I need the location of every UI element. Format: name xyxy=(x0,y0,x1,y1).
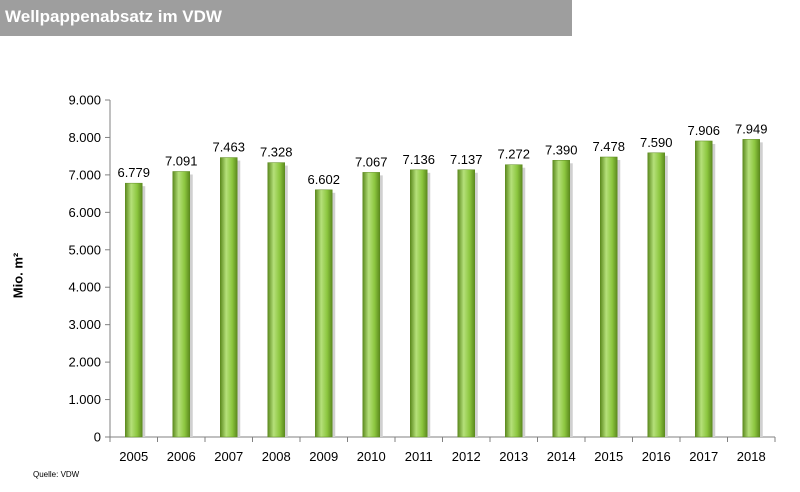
bar xyxy=(457,169,475,438)
x-tick-label: 2017 xyxy=(689,449,718,464)
bar xyxy=(505,164,523,438)
y-tick-label: 6.000 xyxy=(68,205,101,220)
y-tick-label: 4.000 xyxy=(68,280,101,295)
bar xyxy=(220,157,238,438)
x-tick-label: 2013 xyxy=(499,449,528,464)
x-tick-label: 2010 xyxy=(357,449,386,464)
x-tick-label: 2009 xyxy=(309,449,338,464)
y-tick-label: 0 xyxy=(94,430,101,445)
x-tick-label: 2018 xyxy=(737,449,766,464)
bar xyxy=(172,171,190,438)
source-note: Quelle: VDW xyxy=(33,470,80,479)
bar xyxy=(600,156,618,438)
data-label: 7.137 xyxy=(450,152,483,167)
data-label: 7.906 xyxy=(687,123,720,138)
x-tick-label: 2015 xyxy=(594,449,623,464)
data-label: 7.478 xyxy=(592,139,625,154)
data-label: 7.272 xyxy=(497,147,530,162)
bar xyxy=(742,139,760,438)
data-label: 7.067 xyxy=(355,154,388,169)
x-tick-label: 2011 xyxy=(405,449,433,464)
bar xyxy=(410,169,428,438)
data-label: 7.390 xyxy=(545,142,578,157)
x-tick-label: 2014 xyxy=(547,449,576,464)
data-label: 7.949 xyxy=(735,121,768,136)
y-tick-label: 7.000 xyxy=(68,167,101,182)
data-label: 7.463 xyxy=(212,140,245,155)
y-tick-label: 3.000 xyxy=(68,317,101,332)
data-label: 7.091 xyxy=(165,153,198,168)
x-tick-label: 2016 xyxy=(642,449,671,464)
y-tick-label: 8.000 xyxy=(68,130,101,145)
bar xyxy=(362,172,380,438)
bar xyxy=(552,160,570,438)
data-label: 7.328 xyxy=(260,145,293,160)
y-tick-label: 9.000 xyxy=(68,93,101,108)
data-label: 7.136 xyxy=(402,152,435,167)
title-bar: Wellpappenabsatz im VDW xyxy=(0,0,572,36)
chart-title: Wellpappenabsatz im VDW xyxy=(5,7,222,26)
x-tick-label: 2012 xyxy=(452,449,481,464)
x-tick-label: 2007 xyxy=(214,449,243,464)
x-tick-label: 2008 xyxy=(262,449,291,464)
bar xyxy=(695,140,713,438)
bar xyxy=(647,152,665,438)
y-tick-label: 1.000 xyxy=(68,392,101,407)
data-label: 6.602 xyxy=(307,172,340,187)
y-tick-label: 2.000 xyxy=(68,355,101,370)
data-label: 7.590 xyxy=(640,135,673,150)
x-tick-label: 2006 xyxy=(167,449,196,464)
x-tick-label: 2005 xyxy=(119,449,148,464)
y-tick-label: 5.000 xyxy=(68,242,101,257)
data-label: 6.779 xyxy=(117,165,150,180)
bar xyxy=(125,182,143,438)
bar xyxy=(267,162,285,438)
bar xyxy=(315,189,333,438)
